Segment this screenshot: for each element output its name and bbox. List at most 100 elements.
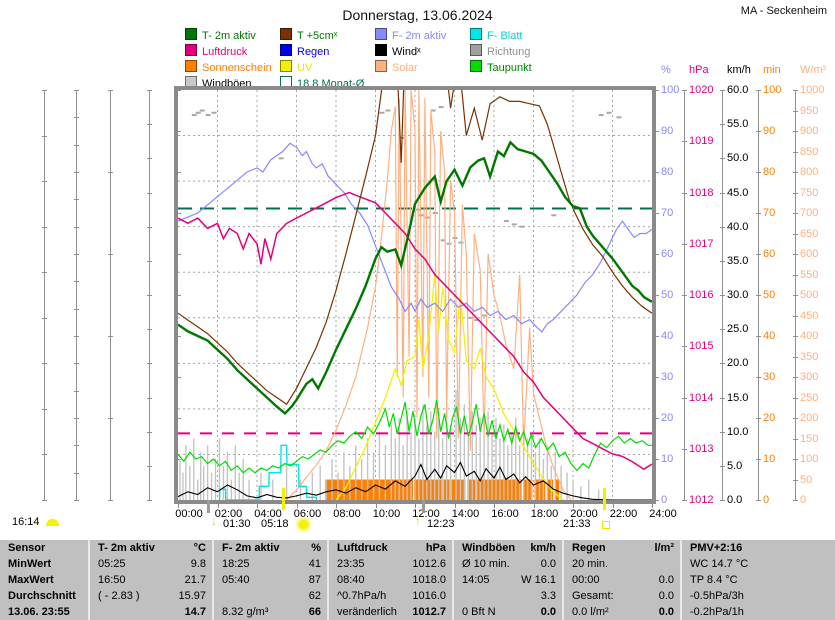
axis-tick-label: 1020 [689,84,714,96]
axis-tick [74,199,79,201]
axis-tick [147,192,152,194]
axis-tick [720,90,725,91]
table-header-2: F- 2m aktiv% [212,540,327,556]
series-f2m [178,142,652,333]
axis-tick [793,377,798,378]
cell-text: F- 2m aktiv [222,542,280,554]
legend-label-taupunkt: Taupunkt [487,62,532,74]
direction-mark [438,106,444,109]
cell-text: Ø 10 min. [462,558,510,570]
axis-tick-label: 35.0 [727,254,749,267]
legend-label-regen: Regen [297,46,330,58]
x-tick-label: 16:00 [491,508,519,520]
axis-tick-label: 300 [800,371,819,383]
table-data-cell: 08:40 1018.0 [327,572,452,588]
axis-tick-label: 80 [763,166,776,178]
cell-value: 1016.0 [412,590,446,602]
legend-swatch-t5cm-icon [280,28,292,40]
x-tick [533,500,535,508]
table-data-cell: 18:25 41 [212,556,327,572]
axis-tick-label: 850 [800,145,819,158]
x-tick-label: 20:00 [570,508,598,520]
axis-tick [720,329,725,331]
table-data-cell: 8.32 g/m³ 66 [212,604,327,620]
cell-text: 0.0 l/m² [572,606,609,618]
axis-tick [108,500,113,501]
legend-item-luftdruck: Luftdruck [185,44,247,58]
sun-icon [299,520,308,529]
table-data-cell: 14:05 W 16.1 [452,572,562,588]
sunrise-tick [281,488,285,510]
legend-swatch-taupunkt-icon [470,60,482,72]
axis-tick [756,254,761,255]
direction-mark [278,157,284,160]
axis-tick [176,254,181,255]
axis-tick [147,329,152,331]
legend-item-richtung: Richtung [470,44,530,58]
cell-text: 08:40 [337,574,365,586]
moonset-icon: ↓ [211,514,217,528]
axis-tick [176,90,181,91]
axis-tick-label: 1019 [689,135,714,148]
direction-mark [191,114,197,117]
sunshine-block [555,479,560,500]
axis-tick [793,418,798,419]
axis-label-kmh: km/h [727,64,751,76]
axis-tick-label: 100 [800,453,819,465]
axis-tick [176,459,181,460]
direction-mark [195,111,201,114]
table-row-label: Sensor [0,540,88,556]
axis-tick [654,500,659,501]
axis-tick [147,158,152,160]
cell-text: TP 8.4 °C [690,574,738,586]
cell-value: 0.0 [658,590,674,602]
table-row-label: Durchschnitt [0,588,88,604]
sunrise-time: 05:18 [261,518,289,530]
axis-tick [74,226,79,228]
legend-swatch-fblatt-icon [470,28,482,40]
axis-tick [793,110,798,112]
series-wind [178,461,652,500]
cell-text: PMV+2:16 [690,542,743,554]
sunset-tick [602,488,606,510]
axis-tick-label: 0 [800,494,807,506]
moon-culmination-time: 16:14 [12,516,40,528]
table-data-cell: Gesamt: 0.0 [562,588,680,604]
x-tick-label: 00:00 [175,508,203,520]
axis-tick-label: 20 [763,412,776,424]
cell-text: Windböen [462,542,516,554]
sunshine-block [451,479,466,500]
legend-label-fblatt: F- Blatt [487,30,523,42]
legend-item-fblatt: F- Blatt [470,28,523,42]
axis-tick [42,454,47,456]
axis-tick [74,363,79,365]
axis-tick [793,213,798,214]
axis-tick-label: 30.0 [727,289,749,301]
axis-tick [176,418,181,419]
x-tick [257,500,258,508]
axis-tick [756,377,761,378]
axis-tick [42,363,47,365]
axis-line-c [44,90,45,501]
x-tick-label: 22:00 [609,508,638,520]
axis-tick [42,226,47,228]
table-data-cell: 16:50 21.7 [88,572,212,588]
axis-tick-label: 900 [800,125,819,137]
table-data-cell: ( - 2.83 ) 15.97 [88,588,212,604]
table-data-cell: 14.7 [88,604,212,620]
axis-tick [682,500,687,501]
direction-mark [606,111,612,114]
moonrise-icon: ↑ [415,514,421,528]
axis-tick-label: 90 [661,125,674,137]
axis-tick-label: 40.0 [727,220,749,233]
legend-item-wind: Windˣ [375,44,421,58]
table-header-4: Windböen km/h [452,540,562,556]
cell-text: Durchschnitt [8,590,76,602]
axis-tick [720,500,725,501]
axis-tick [793,315,798,317]
legend-item-taupunkt: Taupunkt [470,60,532,74]
cell-text: T- 2m aktiv [98,542,155,554]
cell-text: 05:40 [222,574,250,586]
cell-value: 21.7 [184,574,206,586]
cell-text: 16:50 [98,574,126,586]
